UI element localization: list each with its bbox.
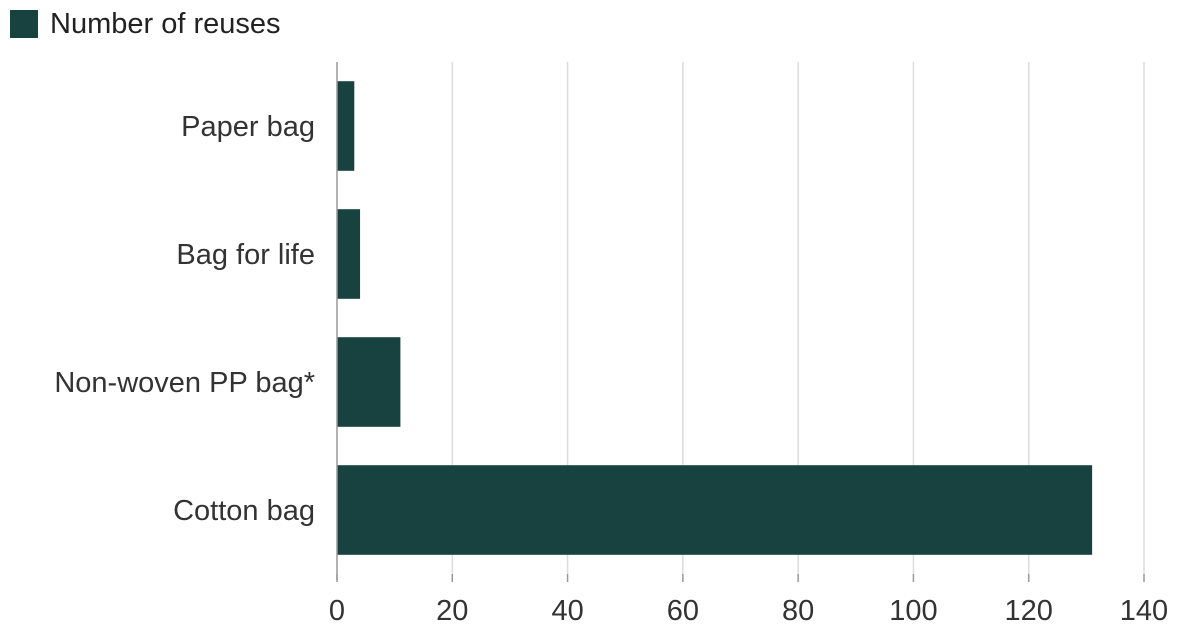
category-label: Paper bag [181, 111, 315, 143]
tick-label: 60 [667, 595, 699, 627]
bar [337, 81, 355, 171]
tick-label: 0 [329, 595, 345, 627]
category-label: Non-woven PP bag* [54, 367, 315, 399]
tick-label: 100 [889, 595, 937, 627]
legend: Number of reuses [10, 6, 281, 42]
tick-label: 40 [551, 595, 583, 627]
category-label: Cotton bag [173, 495, 315, 527]
x-axis: 0 20 40 60 80 100 120 140 [329, 62, 1168, 627]
legend-label: Number of reuses [50, 7, 281, 40]
tick-label: 120 [1005, 595, 1053, 627]
bar [337, 465, 1093, 555]
bar [337, 209, 361, 299]
tick-label: 20 [436, 595, 468, 627]
category-label: Bag for life [176, 239, 315, 271]
bar [337, 337, 401, 427]
legend-swatch [10, 10, 38, 38]
tick-label: 80 [782, 595, 814, 627]
category-labels: Paper bag Bag for life Non-woven PP bag* Co… [54, 111, 315, 527]
tick-label: 140 [1120, 595, 1168, 627]
bars [337, 81, 1093, 555]
